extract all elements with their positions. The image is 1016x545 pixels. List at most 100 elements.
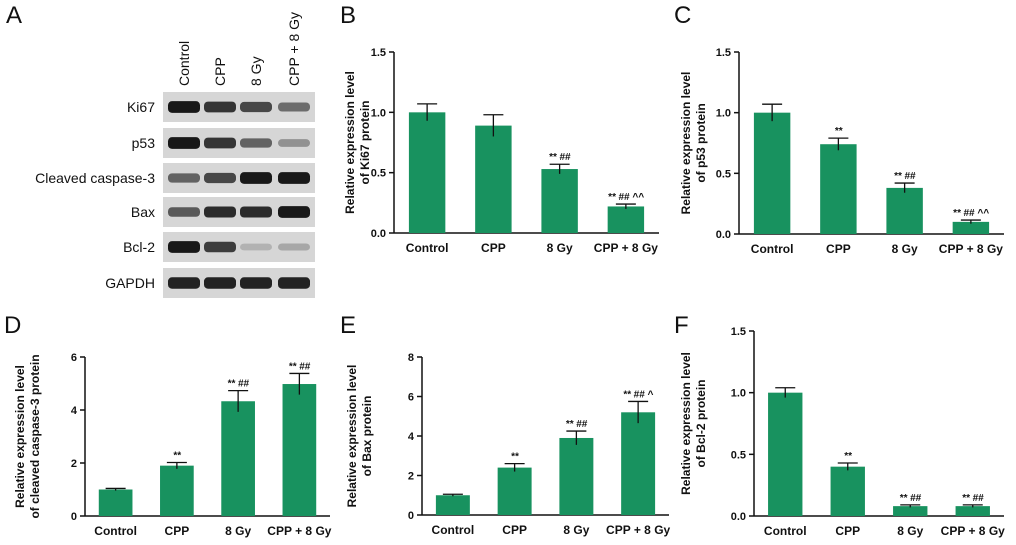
panel-letter-e: E [340, 312, 357, 339]
y-tick-label-d-1: 2 [71, 458, 77, 470]
chart-c-p53: 0.0 0.5 1.0 1.5 Relative expression level of … [679, 47, 1004, 256]
category-label-e-cpp: CPP [502, 523, 527, 537]
y-tick-label-c-1: 0.5 [716, 168, 731, 180]
significance-label-f-cpp: ** [844, 451, 853, 462]
blot-band-bcl-2-1 [168, 241, 200, 253]
y-tick-label-b-1: 0.5 [371, 168, 386, 180]
bar-b-cpp [475, 125, 512, 233]
y-tick-label-e-4: 8 [408, 352, 414, 364]
category-label-c-cpp-8-gy: CPP + 8 Gy [939, 242, 1003, 256]
y-axis-label-f-2: of Bcl-2 protein [694, 379, 708, 467]
blot-row-label-gapdh: GAPDH [105, 275, 155, 291]
bar-f-control [768, 392, 803, 516]
category-label-d-cpp-8-gy: CPP + 8 Gy [267, 524, 331, 538]
y-tick-label-f-1: 0.5 [731, 449, 746, 461]
bar-c-control [753, 112, 791, 234]
significance-label-c-8-gy: ** ## [894, 171, 916, 182]
significance-label-f-8-gy: ** ## [899, 493, 921, 504]
y-tick-label-d-2: 4 [71, 405, 78, 417]
y-axis-label-b-1: Relative expression level [343, 71, 357, 214]
panel-letter-d: D [4, 312, 22, 339]
y-tick-label-d-3: 6 [71, 352, 77, 364]
y-tick-label-b-3: 1.5 [371, 47, 386, 59]
significance-label-e-cpp: ** [511, 452, 520, 463]
bar-e-cpp-8-gy [621, 412, 656, 515]
blot-band-gapdh-4 [278, 277, 310, 289]
significance-label-e-8-gy: ** ## [566, 419, 588, 430]
chart-b-ki67: 0.0 0.5 1.0 1.5 Relative expression level of … [343, 47, 659, 255]
category-label-f-cpp-8-gy: CPP + 8 Gy [941, 524, 1005, 538]
category-label-b-control: Control [406, 241, 449, 255]
blot-band-p53-3 [240, 138, 272, 148]
blot-row-label-cleaved-caspase-3: Cleaved caspase-3 [35, 170, 155, 186]
y-tick-label-c-3: 1.5 [716, 47, 731, 59]
blot-band-bcl-2-2 [204, 241, 236, 253]
category-label-c-control: Control [751, 242, 794, 256]
significance-label-b-8-gy: ** ## [549, 152, 571, 163]
y-axis-label-d-1: Relative expression level [13, 365, 27, 508]
y-axis-label-b-2: of Ki67 protein [358, 100, 372, 184]
category-label-d-control: Control [94, 524, 137, 538]
bar-c-cpp [820, 144, 857, 234]
category-label-f-8-gy: 8 Gy [897, 524, 923, 538]
bar-c-cpp-8-gy [952, 221, 990, 234]
blot-band-ki67-3 [240, 101, 272, 113]
lane-label-8-gy: 8 Gy [248, 56, 264, 86]
blot-band-p53-4 [278, 139, 310, 147]
blot-row-label-p53: p53 [132, 135, 156, 151]
category-label-f-control: Control [764, 524, 807, 538]
significance-label-d-cpp: ** [173, 450, 182, 461]
y-axis-label-f-1: Relative expression level [679, 352, 693, 495]
blot-band-p53-2 [204, 137, 236, 149]
chart-f-bcl-2: 0.0 0.5 1.0 1.5 Relative expression level of … [679, 326, 1005, 538]
western-blot-panel: Control CPP 8 Gy CPP + 8 Gy Ki67 p53 Cleaved c… [35, 12, 315, 298]
blot-band-gapdh-1 [168, 277, 200, 289]
blot-band-bax-2 [204, 206, 236, 218]
category-label-b-8-gy: 8 Gy [547, 241, 573, 255]
blot-band-gapdh-2 [204, 277, 236, 289]
bar-e-control [435, 495, 470, 515]
lane-label-cpp-8-gy: CPP + 8 Gy [286, 12, 302, 86]
blot-band-cleaved-caspase-3-2 [204, 172, 236, 184]
lane-label-cpp: CPP [212, 57, 228, 86]
significance-label-e-cpp-8-gy: ** ## ^ [623, 389, 653, 400]
blot-band-gapdh-3 [240, 277, 272, 289]
y-axis-label-e-1: Relative expression level [345, 365, 359, 508]
bar-d-cpp [160, 465, 194, 516]
panel-letter-a: A [6, 2, 23, 29]
bar-d-8-gy [221, 401, 255, 516]
blot-band-p53-1 [168, 137, 200, 149]
bar-f-cpp-8-gy [955, 506, 990, 516]
y-axis-label-d-2: of cleaved caspase-3 protein [28, 354, 42, 518]
significance-label-c-cpp-8-gy: ** ## ^^ [953, 208, 989, 219]
y-tick-label-c-0: 0.0 [716, 229, 731, 241]
y-axis-label-c-1: Relative expression level [679, 72, 693, 215]
chart-e-bax: 0 2 4 6 8 Relative expression level of Bax pro… [345, 352, 671, 537]
y-tick-label-b-2: 1.0 [371, 107, 386, 119]
blot-band-bax-3 [240, 206, 272, 218]
significance-label-d-cpp-8-gy: ** ## [289, 361, 311, 372]
bar-d-control [98, 489, 133, 516]
blot-band-bax-1 [168, 207, 200, 217]
y-tick-label-f-0: 0.0 [731, 511, 746, 523]
blot-band-cleaved-caspase-3-3 [240, 172, 272, 184]
category-label-e-8-gy: 8 Gy [563, 523, 589, 537]
category-label-e-cpp-8-gy: CPP + 8 Gy [606, 523, 670, 537]
y-axis-label-e-2: of Bax protein [360, 396, 374, 477]
y-tick-label-e-2: 4 [408, 431, 415, 443]
blot-band-ki67-1 [168, 101, 200, 113]
bar-e-cpp [497, 467, 532, 515]
bar-b-cpp-8-gy [607, 206, 645, 233]
blot-band-cleaved-caspase-3-4 [278, 172, 310, 184]
bar-f-cpp [830, 466, 865, 516]
lane-label-control: Control [176, 41, 192, 86]
bar-b-control [408, 112, 446, 233]
blot-row-label-bcl-2: Bcl-2 [123, 239, 155, 255]
category-label-b-cpp-8-gy: CPP + 8 Gy [594, 241, 658, 255]
significance-label-f-cpp-8-gy: ** ## [962, 493, 984, 504]
y-tick-label-e-0: 0 [408, 510, 414, 522]
bar-b-8-gy [541, 169, 578, 233]
category-label-e-control: Control [432, 523, 475, 537]
category-label-d-8-gy: 8 Gy [225, 524, 251, 538]
